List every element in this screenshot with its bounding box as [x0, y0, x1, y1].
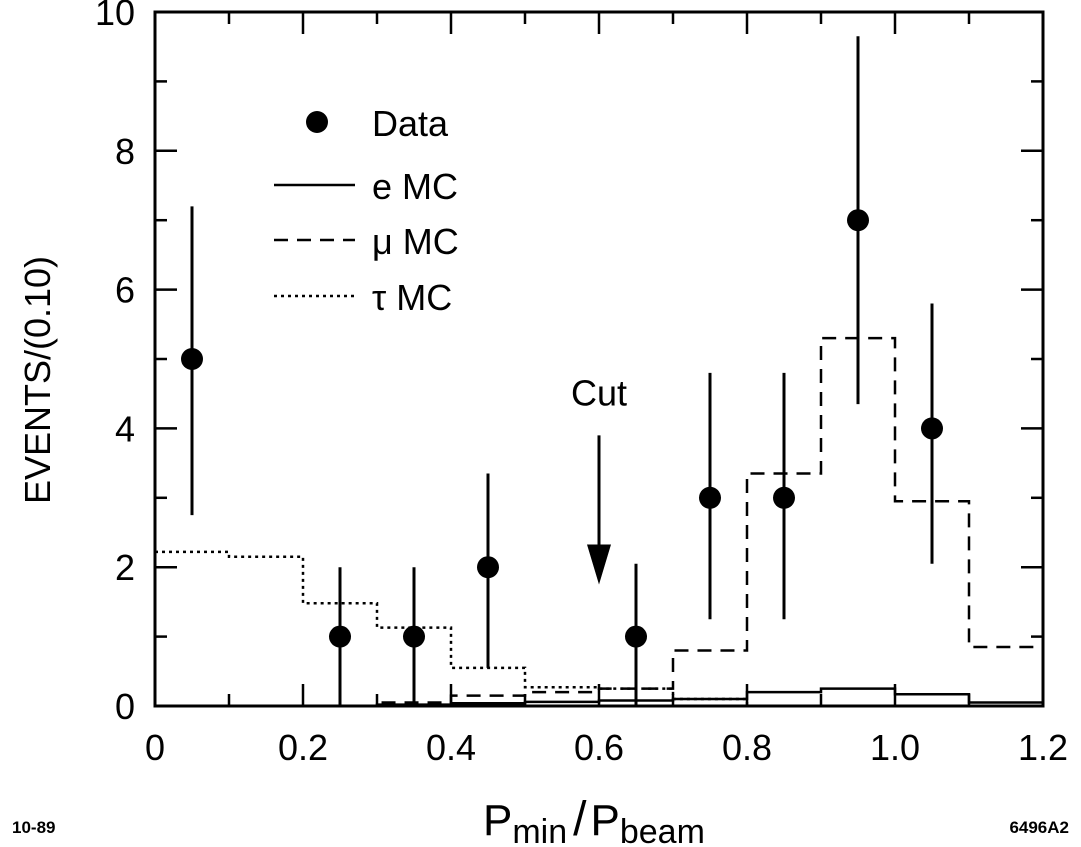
x-tick-label: 1.0	[870, 727, 920, 768]
legend-data-marker	[306, 111, 328, 133]
data-point	[625, 625, 647, 648]
x-axis-title-p2: P	[591, 796, 620, 845]
y-tick-label: 2	[115, 547, 135, 588]
cut-annotation: Cut	[571, 372, 627, 585]
x-tick-label: 0.6	[574, 727, 624, 768]
x-tick-label: 0.2	[278, 727, 328, 768]
data-point	[403, 625, 425, 648]
legend-mu-label: μ MC	[372, 221, 459, 262]
y-tick-label: 6	[115, 270, 135, 311]
data-points	[181, 36, 943, 706]
plot-border	[153, 10, 1045, 708]
figure-date-code: 10-89	[12, 818, 56, 837]
x-tick-label: 0.4	[426, 727, 476, 768]
data-point	[329, 625, 351, 648]
data-point	[921, 417, 943, 440]
y-tick-label: 4	[115, 408, 135, 449]
y-axis-title: EVENTS/(0.10)	[17, 256, 58, 504]
legend-tau-label: τ MC	[372, 277, 452, 318]
data-point	[477, 556, 499, 579]
x-axis-title: Pmin/Pbeam	[483, 793, 705, 847]
data-point	[181, 348, 203, 370]
x-axis-title-sub1: min	[512, 813, 567, 847]
tau-mc-histogram	[155, 550, 1043, 708]
x-tick-label: 0.8	[722, 727, 772, 768]
axis-ticks	[153, 10, 1045, 708]
x-axis-title-sub2: beam	[620, 813, 705, 847]
x-tick-label: 1.2	[1018, 727, 1068, 768]
cut-label: Cut	[571, 372, 627, 413]
x-tick-label: 0	[145, 727, 165, 768]
tick-labels: 0 0.2 0.4 0.6 0.8 1.0 1.2 0 2 4 6 8 10	[95, 0, 1068, 768]
x-axis-title-p1: P	[483, 796, 512, 845]
plot-frame	[153, 10, 1045, 708]
figure-id-code: 6496A2	[1009, 818, 1069, 837]
data-point	[773, 486, 795, 509]
data-point	[847, 209, 869, 232]
legend: Data e MC μ MC τ MC	[274, 103, 459, 318]
x-axis-title-slash: /	[573, 793, 587, 846]
cut-arrow-head	[587, 544, 611, 585]
legend-e-label: e MC	[372, 166, 458, 207]
y-tick-label: 10	[95, 0, 135, 33]
y-tick-label: 0	[115, 686, 135, 727]
legend-data-label: Data	[372, 103, 449, 144]
data-point	[699, 486, 721, 509]
y-tick-label: 8	[115, 131, 135, 172]
